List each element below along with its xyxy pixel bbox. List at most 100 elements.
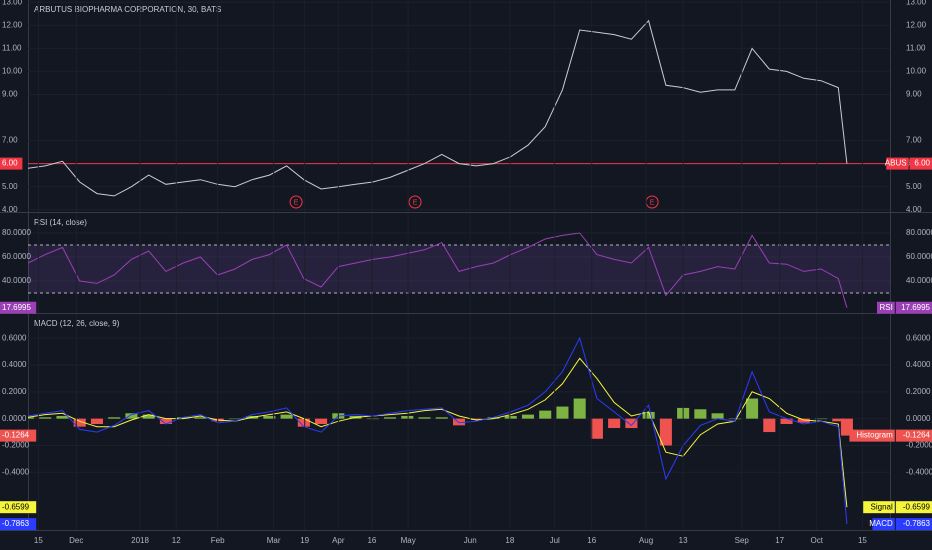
series-name-tag: RSI <box>877 301 895 314</box>
histogram-bar <box>521 414 534 419</box>
y-tick-label: 80.0000 <box>906 228 932 237</box>
y-tick-label: 11.00 <box>2 44 22 53</box>
last-value-tag-right: 17.6995 <box>895 301 932 314</box>
x-tick-label: 12 <box>172 536 181 545</box>
series-name-tag-text: Histogram <box>856 431 893 440</box>
last-value-tag-left: 17.6995 <box>0 301 37 314</box>
last-value-tag-right-text: -0.7863 <box>903 519 931 528</box>
y-tick-label: 5.00 <box>906 182 922 191</box>
y-tick-label: 0.6000 <box>906 333 931 342</box>
x-tick-label: Apr <box>332 536 345 545</box>
y-tick-label: 0.0000 <box>906 414 931 423</box>
y-tick-label: 0.0000 <box>2 414 27 423</box>
pane-title: RSI (14, close) <box>34 218 87 227</box>
series-name-tag: Signal <box>863 501 895 514</box>
x-tick-label: Sep <box>735 536 750 545</box>
histogram-bar <box>401 415 414 419</box>
last-value-tag-right-text: -0.1264 <box>903 431 931 440</box>
y-tick-label: 0.2000 <box>906 387 931 396</box>
histogram-bar <box>263 415 276 419</box>
histogram-bar <box>573 398 586 419</box>
y-tick-label: 12.00 <box>2 20 23 29</box>
series-line <box>28 357 848 508</box>
y-tick-label: -0.2000 <box>906 441 932 450</box>
x-tick-label: 19 <box>300 536 309 545</box>
histogram-bar <box>177 417 190 419</box>
last-value-tag-right-box <box>895 518 932 531</box>
y-tick-label: 40.0000 <box>906 276 932 285</box>
histogram-bar <box>763 418 776 433</box>
histogram-bar <box>159 418 172 425</box>
series-name-tag: ABUS <box>885 157 909 170</box>
histogram-bar <box>694 409 707 419</box>
price-tag-left-text: 6.00 <box>2 159 18 168</box>
y-tick-label: -0.2000 <box>2 441 30 450</box>
histogram-bar <box>228 418 241 420</box>
histogram-bar <box>108 417 121 419</box>
series-name-tag-box <box>849 429 895 442</box>
last-value-tag-left-box <box>0 429 37 442</box>
y-tick-label: 4.00 <box>2 205 18 214</box>
y-tick-label: 0.4000 <box>906 360 931 369</box>
x-tick-label: 15 <box>34 536 43 545</box>
earnings-label: E <box>294 199 299 206</box>
earnings-label: E <box>413 199 418 206</box>
histogram-bar <box>504 415 517 419</box>
series-line <box>28 19 848 197</box>
histogram-bar <box>384 417 397 419</box>
x-tick-label: 15 <box>858 536 867 545</box>
histogram-bar <box>815 418 828 420</box>
y-tick-label: 13.00 <box>906 0 927 6</box>
last-value-tag-right: -0.1264 <box>895 429 932 442</box>
last-value-tag-left: -0.7863 <box>0 518 37 531</box>
y-tick-label: 80.0000 <box>2 228 31 237</box>
histogram-bar <box>608 418 621 429</box>
histogram-bar <box>366 418 379 420</box>
histogram-bar <box>315 418 328 425</box>
price-tag-left-box <box>0 157 23 170</box>
histogram-bar <box>194 417 207 419</box>
y-tick-label: 0.2000 <box>2 387 27 396</box>
y-tick-label: -0.4000 <box>2 467 30 476</box>
y-tick-label: 40.0000 <box>2 276 31 285</box>
price-tag-right-text: 6.00 <box>914 159 930 168</box>
x-tick-label: Jun <box>464 536 477 545</box>
histogram-bar <box>711 413 724 419</box>
series-name-tag-box <box>863 501 895 514</box>
y-tick-label: 12.00 <box>906 20 927 29</box>
rsi-band-fill <box>28 245 890 293</box>
y-tick-label: 7.00 <box>2 136 18 145</box>
histogram-bar <box>435 417 448 419</box>
histogram-bar <box>470 418 483 420</box>
last-value-tag-left: -0.1264 <box>0 429 37 442</box>
series-name-tag: Histogram <box>849 429 895 442</box>
histogram-bar <box>28 417 35 419</box>
series-line <box>28 232 848 308</box>
x-tick-label: 18 <box>505 536 514 545</box>
y-tick-label: 9.00 <box>906 90 922 99</box>
histogram-bar <box>832 418 845 422</box>
histogram-bar <box>625 418 638 429</box>
x-tick-label: Dec <box>69 536 83 545</box>
histogram-bar <box>90 418 103 425</box>
last-value-tag-left-box <box>0 301 37 314</box>
pane-title: MACD (12, 26, close, 9) <box>34 319 120 328</box>
y-tick-label: 7.00 <box>906 136 922 145</box>
x-tick-label: Aug <box>639 536 653 545</box>
series-name-tag-box <box>877 301 895 314</box>
histogram-bar <box>125 413 138 419</box>
last-value-tag-left-text: 17.6995 <box>2 303 31 312</box>
pane <box>28 232 890 308</box>
last-value-tag-right-text: -0.6599 <box>903 502 931 511</box>
y-tick-label: 10.00 <box>2 67 23 76</box>
last-value-tag-right: -0.6599 <box>895 501 932 514</box>
y-tick-label: 10.00 <box>906 67 927 76</box>
x-tick-label: 16 <box>367 536 376 545</box>
y-tick-label: 60.0000 <box>2 252 31 261</box>
series-line <box>28 336 848 525</box>
y-tick-label: 4.00 <box>906 205 922 214</box>
pane-title: ARBUTUS BIOPHARMA CORPORATION, 30, BATS <box>34 5 221 14</box>
histogram-bar <box>539 410 552 419</box>
